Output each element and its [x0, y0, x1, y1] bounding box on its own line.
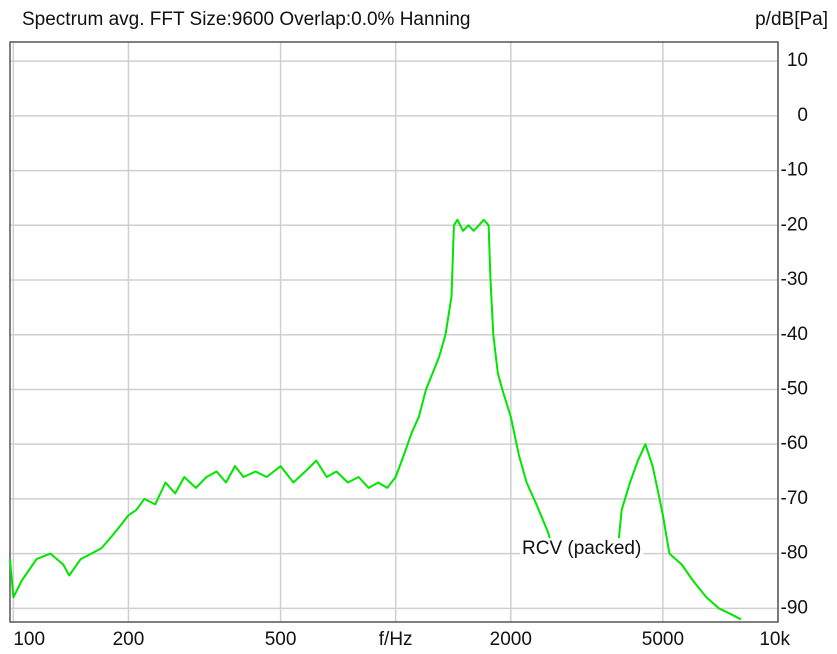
x-tick-label: 200 — [113, 629, 145, 650]
y-tick-label: -60 — [781, 433, 808, 454]
y-tick-label: -50 — [781, 378, 808, 399]
y-tick-label: 0 — [797, 105, 808, 126]
y-axis-label: p/dB[Pa] — [755, 9, 828, 30]
plot-border — [9, 41, 779, 623]
y-tick-label: -70 — [781, 488, 808, 509]
annotation-background — [520, 538, 644, 560]
y-tick-label: -30 — [781, 269, 808, 290]
annotation: RCV (packed) — [522, 538, 641, 559]
y-tick-label: -10 — [781, 160, 808, 181]
y-tick-label: -20 — [781, 214, 808, 235]
chart-title: Spectrum avg. FFT Size:9600 Overlap:0.0%… — [22, 9, 471, 30]
y-tick-label: -40 — [781, 324, 808, 345]
x-tick-label: f/Hz — [379, 629, 413, 650]
x-tick-label: 10k — [759, 629, 790, 650]
y-tick-label: 10 — [787, 50, 808, 71]
plot-background — [10, 42, 778, 622]
x-tick-label: 5000 — [642, 629, 684, 650]
y-tick-label: -90 — [781, 597, 808, 618]
x-tick-label: 100 — [13, 629, 45, 650]
x-tick-label: 500 — [265, 629, 297, 650]
y-tick-label: -80 — [781, 543, 808, 564]
x-tick-label: 2000 — [490, 629, 532, 650]
